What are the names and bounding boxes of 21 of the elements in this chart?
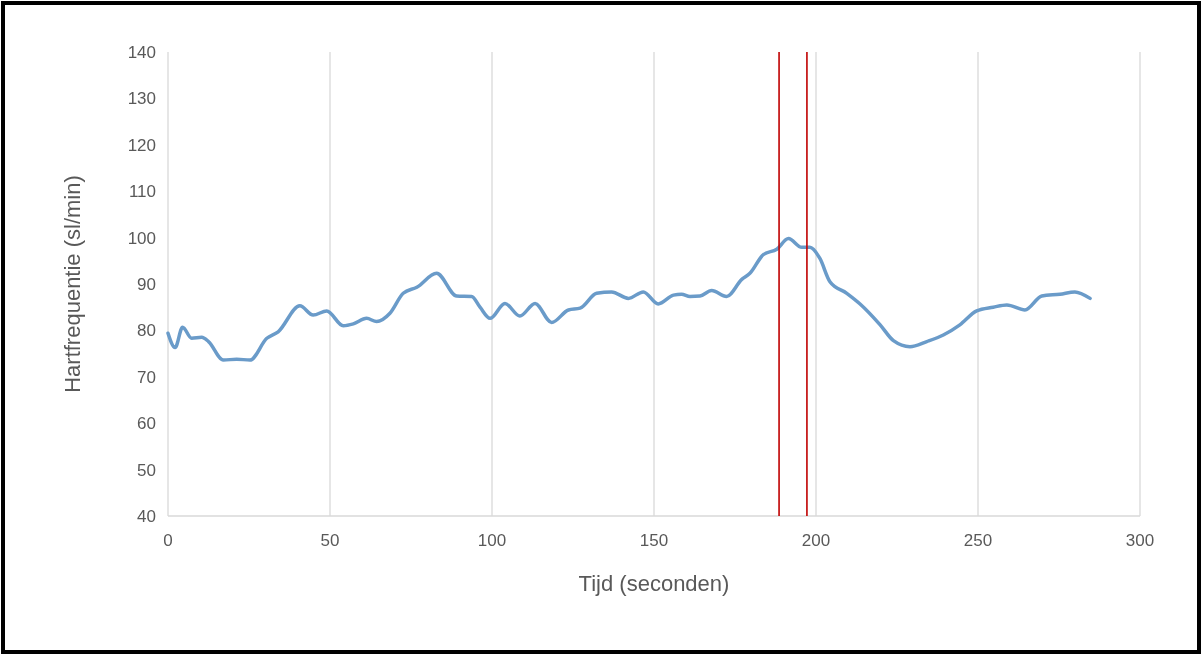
x-tick-label: 0 [163,531,173,550]
y-tick-label: 50 [137,460,156,480]
y-tick-label: 70 [137,367,156,387]
x-tick-label: 50 [320,531,340,550]
x-tick-label: 150 [639,531,669,550]
y-axis-title: Hartfrequentie (sl/min) [60,175,85,393]
y-tick-label: 40 [137,507,156,526]
y-tick-label: 90 [137,275,156,294]
line-series [166,236,1092,362]
y-tick-label: 120 [127,135,156,155]
x-axis-title: Tijd (seconden) [578,571,730,596]
y-tick-label: 110 [128,182,156,202]
x-tick-label: 250 [963,531,993,550]
x-tick-label: 100 [477,531,507,550]
y-tick-label: 100 [127,228,156,248]
x-tick-label: 300 [1125,531,1155,550]
y-tick-label: 60 [137,414,156,434]
y-tick-label: 130 [127,89,156,109]
x-tick-label: 200 [801,531,831,550]
y-tick-label: 140 [127,43,156,62]
y-tick-label: 80 [137,321,156,341]
